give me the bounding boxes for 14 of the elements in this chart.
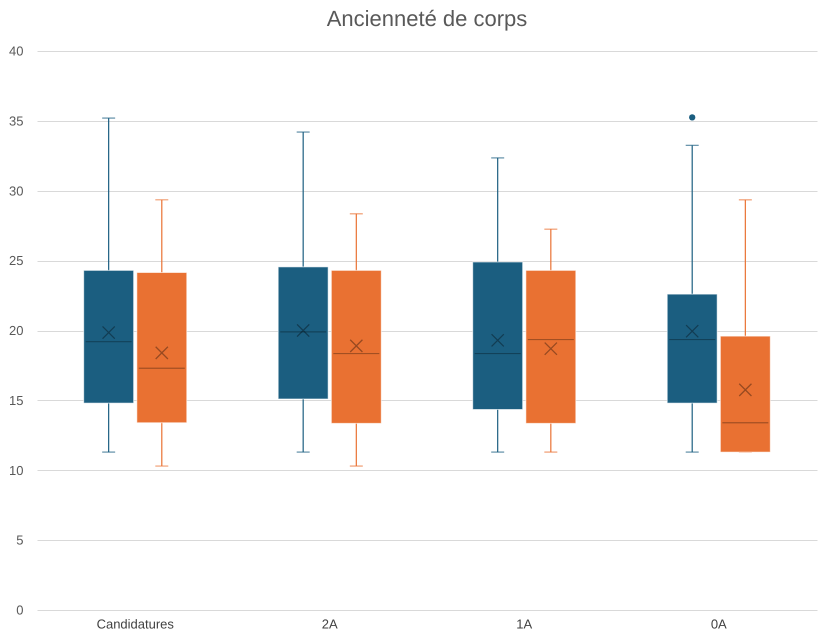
y-tick-label: 25 xyxy=(9,253,24,268)
y-tick-label: 30 xyxy=(9,183,24,198)
y-tick-label: 20 xyxy=(9,323,24,338)
x-tick-label: Candidatures xyxy=(96,616,174,632)
x-tick-label: 2A xyxy=(322,616,338,632)
y-tick-label: 0 xyxy=(16,602,24,618)
x-tick-label: 0A xyxy=(710,616,728,632)
y-tick-label: 10 xyxy=(9,462,24,478)
y-tick-label: 5 xyxy=(16,532,24,548)
y-tick-label: 35 xyxy=(9,113,24,128)
y-tick-label: 15 xyxy=(9,392,24,408)
x-tick-label: 1A xyxy=(516,616,533,632)
y-tick-label: 40 xyxy=(9,44,24,58)
chart-title: Ancienneté de corps xyxy=(326,6,528,31)
